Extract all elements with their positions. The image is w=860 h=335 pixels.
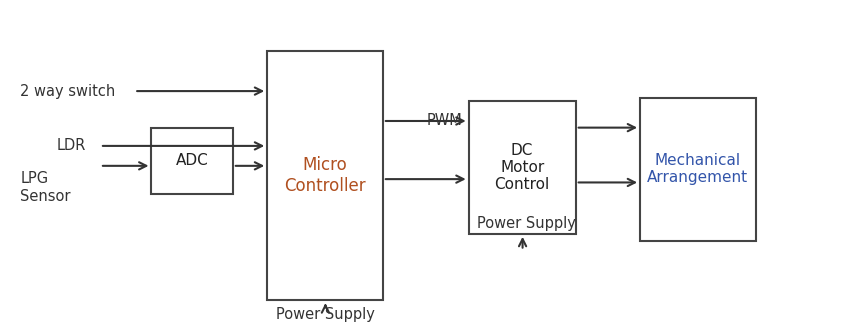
Text: LPG
Sensor: LPG Sensor [21, 171, 71, 204]
Text: Power Supply: Power Supply [477, 216, 576, 231]
Text: ADC: ADC [175, 153, 208, 169]
Text: Power Supply: Power Supply [276, 307, 375, 322]
FancyBboxPatch shape [640, 98, 756, 241]
FancyBboxPatch shape [151, 128, 233, 194]
FancyBboxPatch shape [469, 101, 575, 234]
Text: Mechanical
Arrangement: Mechanical Arrangement [648, 153, 748, 185]
Text: DC
Motor
Control: DC Motor Control [494, 143, 550, 192]
Text: 2 way switch: 2 way switch [21, 84, 115, 98]
Text: LDR: LDR [57, 138, 87, 153]
Text: Micro
Controller: Micro Controller [284, 156, 366, 195]
FancyBboxPatch shape [267, 51, 383, 300]
Text: PWM: PWM [427, 114, 463, 129]
